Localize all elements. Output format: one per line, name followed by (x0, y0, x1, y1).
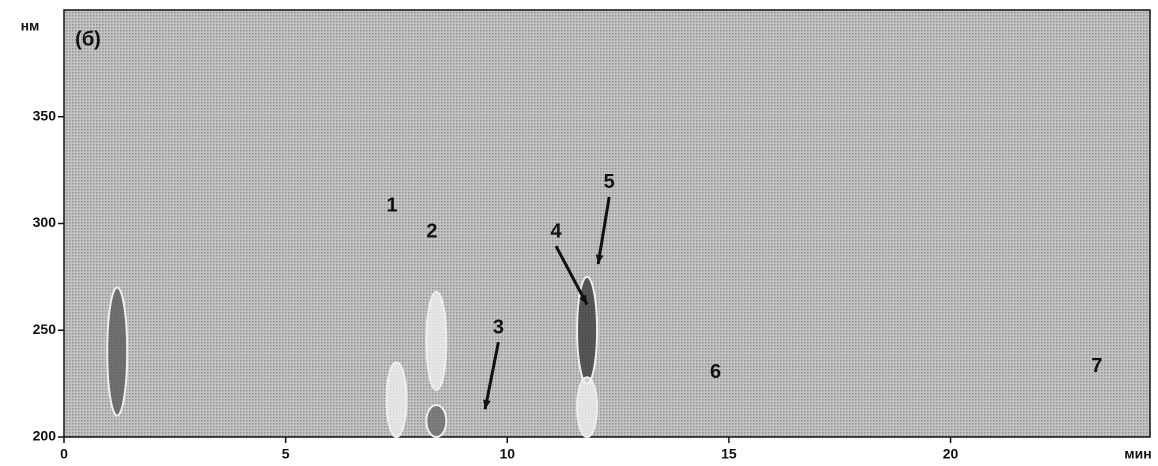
x-tick-label: 5 (282, 446, 290, 462)
arrow-shaft (483, 341, 500, 410)
peak-label: 3 (493, 316, 504, 338)
arrow-head (579, 294, 588, 305)
x-tick-label: 20 (943, 446, 959, 462)
x-tick-label: 15 (721, 446, 737, 462)
y-tick-label: 250 (33, 321, 57, 337)
intensity-band (576, 376, 599, 438)
arrow-head (483, 399, 491, 410)
peak-label: 5 (604, 171, 615, 193)
intensity-band (106, 286, 129, 417)
arrow-shaft (596, 196, 611, 265)
y-tick-label: 300 (33, 214, 57, 230)
x-tick-label: 0 (60, 446, 68, 462)
intensity-band (425, 403, 448, 438)
peak-label: 2 (426, 220, 437, 242)
panel-label: (б) (75, 28, 101, 50)
peak-label: 4 (550, 220, 562, 242)
y-tick-label: 350 (33, 107, 57, 123)
y-tick-label: 200 (33, 428, 57, 444)
intensity-band (385, 361, 408, 439)
y-axis-label: нм (21, 18, 40, 34)
intensity-band (425, 290, 448, 392)
arrow-head (595, 254, 604, 265)
plot-area (63, 9, 1151, 438)
x-tick-label: 10 (499, 446, 515, 462)
peak-label: 7 (1091, 355, 1102, 377)
peak-label: 6 (710, 361, 721, 383)
arrow-shaft (554, 245, 589, 306)
peak-label: 1 (386, 195, 397, 217)
x-axis-label: мин (1124, 446, 1151, 462)
